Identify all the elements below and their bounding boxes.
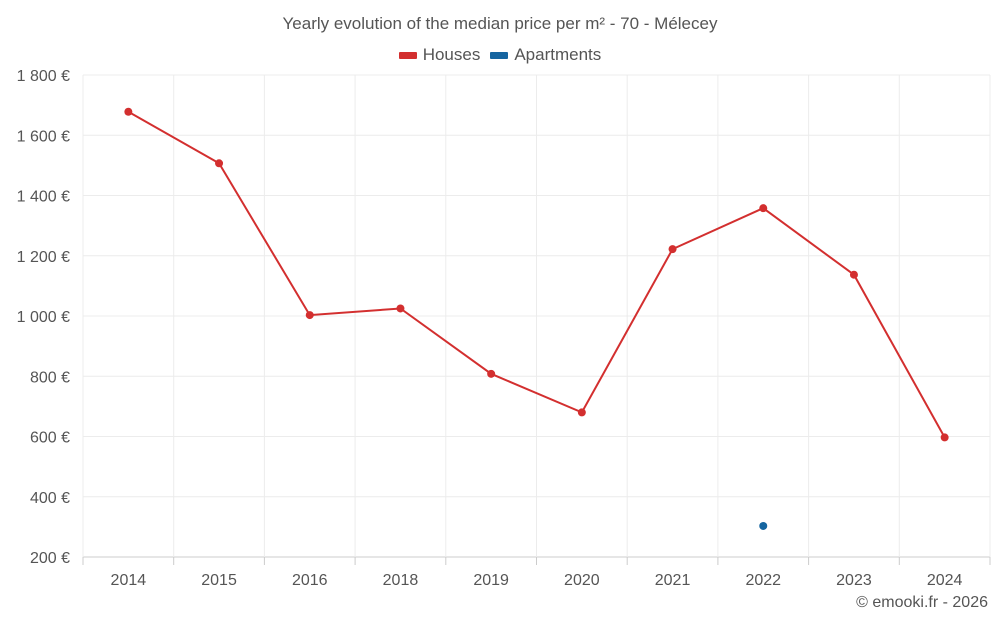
legend-item-apartments[interactable]: Apartments (490, 45, 601, 65)
credit-text: © emooki.fr - 2026 (856, 594, 988, 611)
data-point-houses[interactable] (487, 369, 496, 378)
y-tick-label: 800 € (30, 369, 70, 386)
data-point-houses[interactable] (577, 408, 586, 417)
y-tick-label: 400 € (30, 490, 70, 507)
x-tick-label: 2018 (383, 572, 419, 589)
y-tick-label: 600 € (30, 430, 70, 447)
y-tick-label: 1 800 € (17, 68, 70, 85)
y-tick-label: 1 400 € (17, 189, 70, 206)
legend-label-houses: Houses (422, 45, 481, 64)
data-point-apartments[interactable] (759, 521, 768, 530)
x-tick-label: 2020 (564, 572, 600, 589)
x-tick-label: 2019 (473, 572, 509, 589)
data-point-houses[interactable] (940, 433, 949, 442)
x-tick-label: 2016 (292, 572, 328, 589)
legend-item-houses[interactable]: Houses (398, 45, 481, 65)
data-point-houses[interactable] (849, 270, 858, 279)
y-tick-label: 1 000 € (17, 309, 70, 326)
chart-title: Yearly evolution of the median price per… (282, 14, 718, 33)
legend-swatch-apartments (490, 51, 509, 59)
y-tick-label: 200 € (30, 550, 70, 567)
chart-legend: Houses Apartments (0, 45, 1000, 65)
y-tick-label: 1 600 € (17, 128, 70, 145)
y-tick-label: 1 200 € (17, 249, 70, 266)
legend-swatch-houses (398, 51, 417, 59)
x-tick-label: 2022 (745, 572, 781, 589)
x-tick-label: 2024 (927, 572, 963, 589)
x-tick-label: 2021 (655, 572, 691, 589)
x-tick-label: 2023 (836, 572, 872, 589)
x-tick-label: 2014 (111, 572, 147, 589)
x-tick-label: 2015 (201, 572, 237, 589)
series-line-houses (127, 110, 946, 438)
data-point-houses[interactable] (215, 159, 224, 168)
legend-label-apartments: Apartments (514, 45, 602, 64)
data-point-houses[interactable] (668, 245, 677, 254)
data-point-houses[interactable] (124, 107, 133, 116)
data-point-houses[interactable] (305, 311, 314, 320)
data-point-houses[interactable] (396, 304, 405, 313)
data-point-houses[interactable] (759, 204, 768, 213)
